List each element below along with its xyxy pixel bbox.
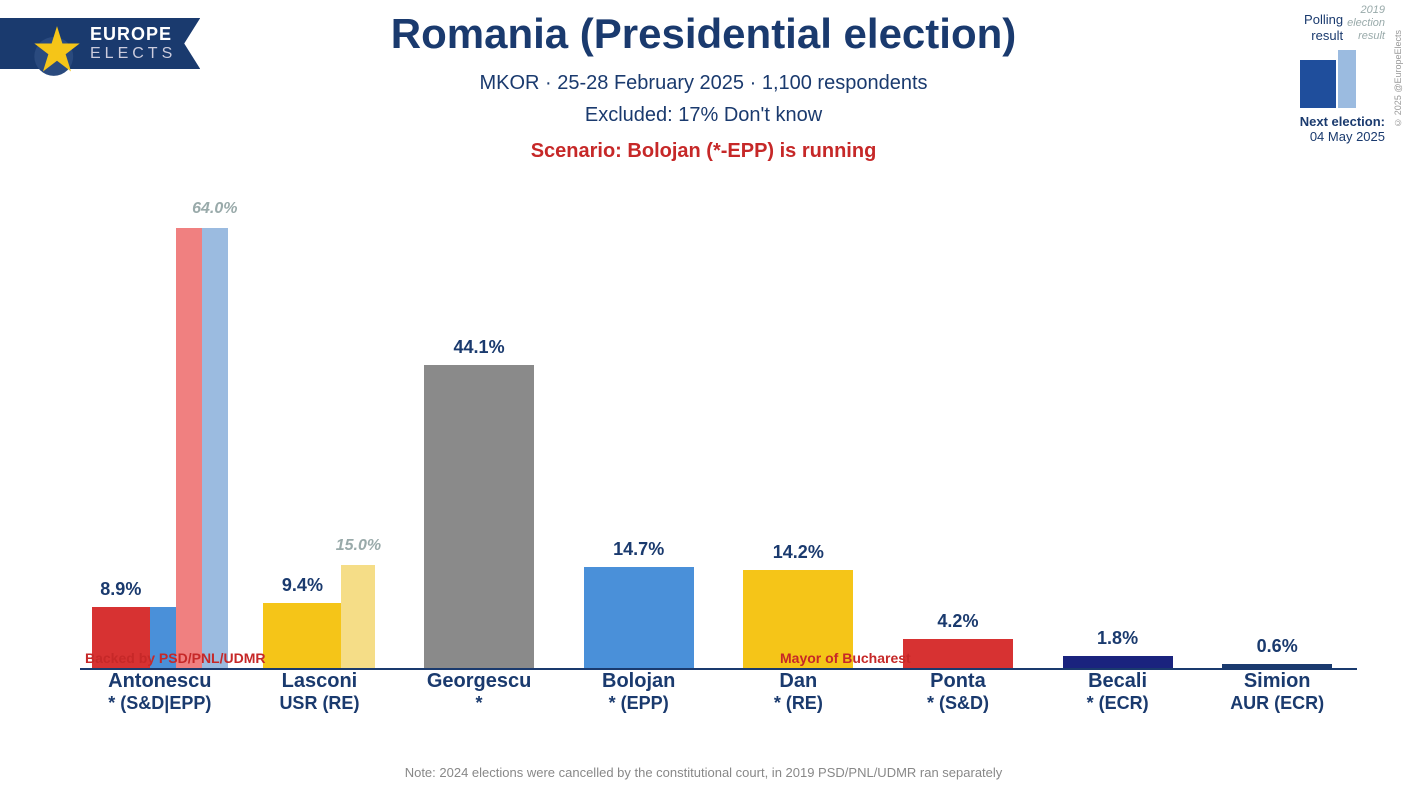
candidate-party: * (S&D) [878,693,1038,714]
candidate-party: * (EPP) [559,693,719,714]
candidate-party: * (S&D|EPP) [80,693,240,714]
candidate-label: SimionAUR (ECR) [1197,670,1357,714]
legend-bar-current [1300,60,1336,108]
candidate-column: 0.6% [1197,230,1357,668]
bar: 0.6% [1222,664,1332,668]
bar [176,228,202,668]
candidate-party: * (ECR) [1038,693,1198,714]
next-election-label: Next election: [1300,114,1385,129]
copyright: © 2025 @EuropeElects [1393,30,1403,128]
candidate-label: Becali* (ECR) [1038,670,1198,714]
legend-poll-label: Polling result [1304,12,1343,43]
candidate-name: Antonescu [80,670,240,693]
legend: Polling result 2019 election result Next… [1300,4,1385,144]
bar-fill [424,365,534,668]
logo-line1: EUROPE [90,24,176,45]
chart-subtitle: MKOR · 25-28 February 2025 · 1,100 respo… [479,72,927,95]
bar-value-label: 14.7% [613,539,664,560]
bar-fill [584,567,694,668]
bar: 15.0% [341,565,375,668]
candidate-party: AUR (ECR) [1197,693,1357,714]
footer-note: Note: 2024 elections were cancelled by t… [70,765,1336,780]
candidate-column: 1.8% [1038,230,1198,668]
bar: 64.0% [202,228,228,668]
candidate-name: Bolojan [559,670,719,693]
bar-fill [341,565,375,668]
bar-fill [202,228,228,668]
candidate-column: 44.1% [399,230,559,668]
bar-fill [1222,664,1332,668]
legend-bar-prev [1338,50,1356,108]
candidate-column: 8.9% 64.0% [80,230,240,668]
candidate-labels: Antonescu* (S&D|EPP)LasconiUSR (RE)Georg… [80,670,1357,714]
candidate-label: Georgescu* [399,670,559,714]
backed-note-antonescu: Backed by PSD/PNL/UDMR [85,650,265,666]
bar: 14.7% [584,567,694,668]
bar-fill [263,603,341,668]
bar: 1.8% [1063,656,1173,668]
legend-prev-label: 2019 election result [1347,4,1385,44]
bar-value-label: 64.0% [192,200,237,218]
candidate-column: 14.2% [719,230,879,668]
bar-value-label: 44.1% [454,337,505,358]
candidate-name: Simion [1197,670,1357,693]
chart-title: Romania (Presidential election) [391,10,1017,58]
candidate-column: 9.4%15.0% [240,230,400,668]
bar: 4.2% [903,639,1013,668]
scenario-note: Scenario: Bolojan (*-EPP) is running [531,140,877,163]
candidate-name: Dan [719,670,879,693]
candidate-column: 4.2% [878,230,1038,668]
candidate-label: Ponta* (S&D) [878,670,1038,714]
candidate-name: Becali [1038,670,1198,693]
bar-fill [903,639,1013,668]
bar-fill [1063,656,1173,668]
bar-value-label: 4.2% [937,611,978,632]
bar-value-label: 14.2% [773,542,824,563]
candidate-name: Georgescu [399,670,559,693]
bar-value-label: 0.6% [1257,636,1298,657]
candidate-label: Dan* (RE) [719,670,879,714]
bar: 44.1% [424,365,534,668]
backed-note-dan: Mayor of Bucharest [780,650,911,666]
candidate-label: Bolojan* (EPP) [559,670,719,714]
candidate-label: Antonescu* (S&D|EPP) [80,670,240,714]
candidate-label: LasconiUSR (RE) [240,670,400,714]
bar-value-label: 8.9% [100,579,141,600]
next-election-date: 04 May 2025 [1300,129,1385,144]
bar: 9.4% [263,603,341,668]
candidate-party: * (RE) [719,693,879,714]
candidate-name: Lasconi [240,670,400,693]
logo-line2: ELECTS [90,45,176,63]
candidate-party: * [399,693,559,714]
candidate-name: Ponta [878,670,1038,693]
bar-chart: 8.9%64.0%9.4%15.0%44.1%14.7%14.2%4.2%1.8… [80,230,1357,670]
bar-fill [176,228,202,668]
bar-value-label: 9.4% [282,575,323,596]
candidate-party: USR (RE) [240,693,400,714]
candidate-column: 14.7% [559,230,719,668]
logo-star-icon [30,24,84,83]
bar-value-label: 1.8% [1097,628,1138,649]
excluded-note: Excluded: 17% Don't know [585,104,822,127]
bar-value-label: 15.0% [336,537,381,555]
